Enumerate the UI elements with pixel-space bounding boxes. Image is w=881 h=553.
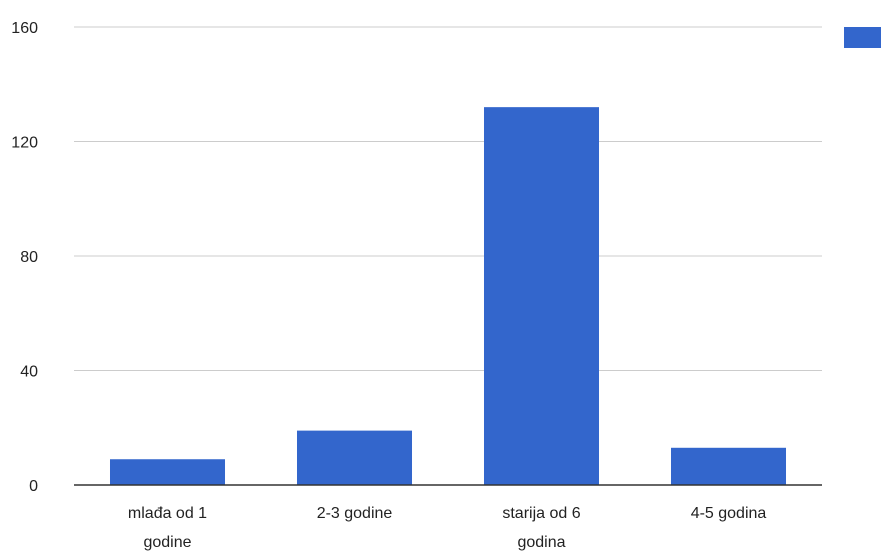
y-tick-label: 80 xyxy=(20,249,38,266)
bars xyxy=(109,107,787,486)
bar xyxy=(670,447,787,485)
y-axis-tick-labels: 0 40 80 120 160 xyxy=(11,20,38,495)
bar xyxy=(296,430,413,485)
x-tick-label: starija od 6 godina xyxy=(502,505,580,551)
x-tick-label-line: starija od 6 xyxy=(502,505,580,522)
y-tick-label: 0 xyxy=(29,478,38,495)
legend xyxy=(844,27,881,48)
x-tick-label-line: mlađa od 1 xyxy=(128,505,207,522)
x-tick-label-line: godine xyxy=(143,534,191,551)
legend-swatch xyxy=(844,27,881,48)
x-tick-label-line: 2-3 godine xyxy=(317,505,393,522)
bar xyxy=(483,107,600,486)
x-tick-label: mlađa od 1 godine xyxy=(128,505,207,551)
gridlines xyxy=(74,26,822,371)
y-tick-label: 120 xyxy=(11,135,38,152)
y-tick-label: 160 xyxy=(11,20,38,37)
x-tick-label-line: 4-5 godina xyxy=(691,505,767,522)
x-tick-label-line: godina xyxy=(517,534,565,551)
bar xyxy=(109,459,226,485)
x-tick-label: 4-5 godina xyxy=(691,505,767,522)
x-tick-label: 2-3 godine xyxy=(317,505,393,522)
y-tick-label: 40 xyxy=(20,364,38,381)
x-axis-tick-labels: mlađa od 1 godine 2-3 godine starija od 6 go… xyxy=(128,505,766,551)
